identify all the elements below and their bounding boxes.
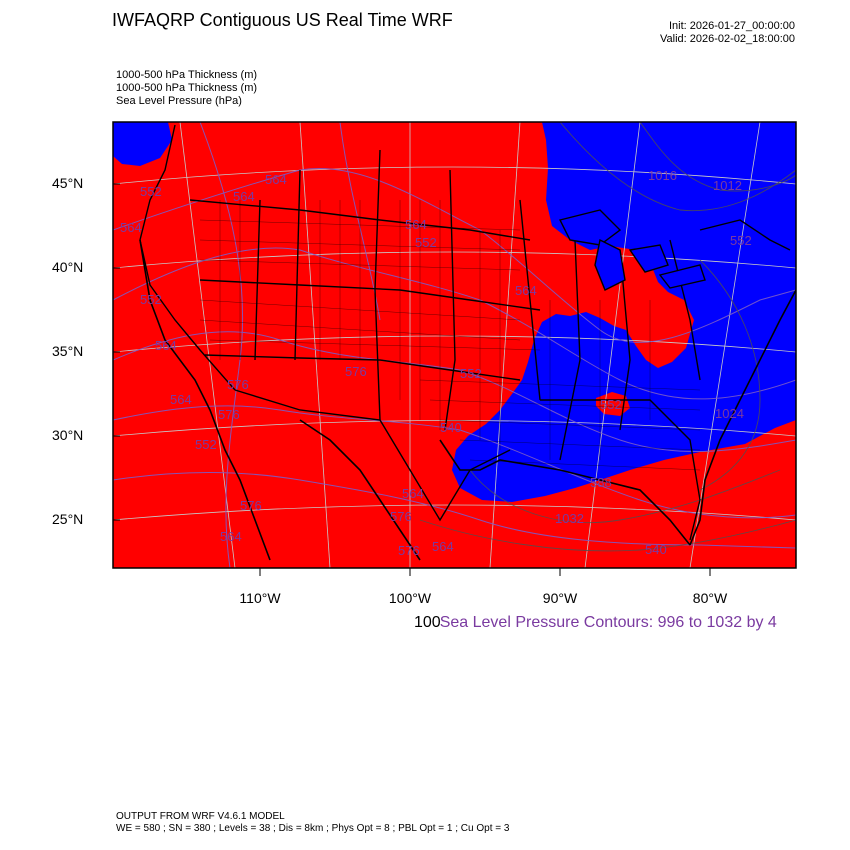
thickness-label: 576 [345, 364, 367, 379]
thickness-label: 564 [265, 172, 287, 187]
run-times: Init: 2026-01-27_00:00:00 Valid: 2026-02… [660, 20, 795, 46]
lon-label-100: 100°W [388, 590, 432, 606]
thickness-label: 552 [140, 292, 162, 307]
thickness-contours [113, 122, 796, 568]
lon-label-80: 80°W [692, 590, 728, 606]
state-borders [139, 124, 791, 541]
pressure-label: 1012 [713, 178, 742, 193]
cold-region-east [452, 122, 796, 502]
cold-region-northwest [113, 122, 172, 166]
great-lakes [558, 209, 706, 291]
field-pressure: Sea Level Pressure (hPa) [116, 95, 242, 107]
map-title: IWFAQRP Contiguous US Real Time WRF [112, 10, 453, 30]
plot-frame [112, 121, 797, 569]
field-thickness-2: 1000-500 hPa Thickness (m) [116, 82, 258, 94]
pressure-label: 1024 [715, 406, 744, 421]
field-thickness-1: 1000-500 hPa Thickness (m) [116, 69, 258, 81]
thickness-label: 564 [233, 189, 255, 204]
contour-info-overlap: 100 [414, 614, 441, 631]
lat-label-30: 30°N [52, 427, 84, 443]
thickness-label: 552 [415, 235, 437, 250]
thickness-label: 552 [460, 366, 482, 381]
pressure-label: 1016 [648, 168, 677, 183]
contour-info: 100Sea Level Pressure Contours: 996 to 1… [414, 614, 777, 632]
county-lines [199, 200, 701, 471]
thickness-label: 540 [440, 420, 462, 435]
footer-model: OUTPUT FROM WRF V4.6.1 MODEL [116, 811, 285, 822]
thickness-label: 576 [398, 543, 420, 558]
thickness-label: 564 [120, 220, 142, 235]
thickness-label: 576 [218, 407, 240, 422]
contour-info-text: Sea Level Pressure Contours: 996 to 1032… [439, 614, 777, 631]
tick-marks [113, 183, 711, 576]
thickness-label: 564 [432, 539, 454, 554]
init-time: Init: 2026-01-27_00:00:00 [669, 20, 795, 32]
lat-label-35: 35°N [52, 343, 84, 359]
thickness-label: 564 [405, 217, 427, 232]
thickness-label: 588 [590, 475, 612, 490]
lat-label-25: 25°N [52, 511, 84, 527]
lat-label-40: 40°N [52, 259, 84, 275]
thickness-label: 564 [155, 338, 177, 353]
thickness-label: 564 [170, 392, 192, 407]
thickness-label: 576 [240, 498, 262, 513]
thickness-label: 576 [227, 377, 249, 392]
field-list: 1000-500 hPa Thickness (m) 1000-500 hPa … [116, 69, 257, 108]
lon-label-110: 110°W [239, 590, 281, 606]
thickness-label: 552 [140, 184, 162, 199]
thickness-label: 564 [402, 486, 424, 501]
lat-label-45: 45°N [52, 175, 84, 191]
thickness-label: 564 [220, 529, 242, 544]
coastlines [139, 239, 796, 561]
pressure-contours [419, 122, 796, 552]
model-footer: OUTPUT FROM WRF V4.6.1 MODEL WE = 580 ; … [116, 811, 509, 835]
thickness-label: 564 [515, 283, 537, 298]
thickness-label: 552 [195, 437, 217, 452]
graticule [113, 122, 796, 568]
valid-time: Valid: 2026-02-02_18:00:00 [660, 33, 795, 45]
thickness-label: 540 [645, 542, 667, 557]
pressure-label: 1032 [555, 511, 584, 526]
lon-label-90: 90°W [542, 590, 578, 606]
thickness-label: 552 [600, 397, 622, 412]
contour-labels: 552 564 564 564 564 552 564 552 564 576 … [120, 168, 752, 558]
footer-config: WE = 580 ; SN = 380 ; Levels = 38 ; Dis … [116, 823, 510, 834]
thickness-label: 576 [390, 509, 412, 524]
thickness-label: 552 [730, 233, 752, 248]
